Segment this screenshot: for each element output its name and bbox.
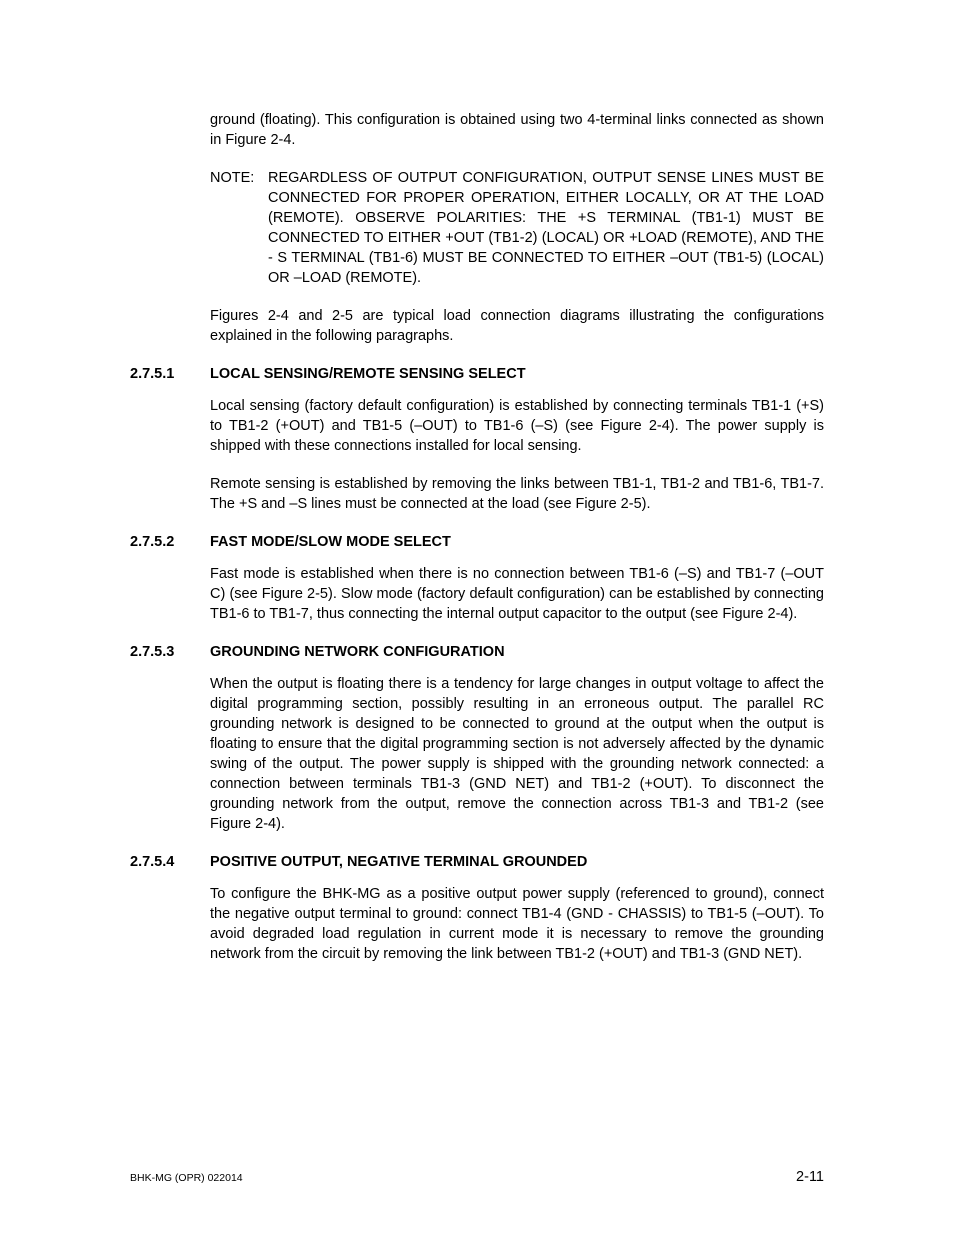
intro-paragraph-1: ground (floating). This configuration is… <box>210 110 824 150</box>
section-title: FAST MODE/SLOW MODE SELECT <box>210 534 824 550</box>
note-label: NOTE: <box>210 168 268 288</box>
section-1-body: Local sensing (factory default configura… <box>210 396 824 514</box>
section-1-paragraph-1: Local sensing (factory default configura… <box>210 396 824 456</box>
section-4-body: To configure the BHK-MG as a positive ou… <box>210 884 824 964</box>
section-heading-1: 2.7.5.1 LOCAL SENSING/REMOTE SENSING SEL… <box>130 366 824 382</box>
document-page: ground (floating). This configuration is… <box>0 0 954 1235</box>
section-1-paragraph-2: Remote sensing is established by removin… <box>210 474 824 514</box>
section-number: 2.7.5.4 <box>130 854 210 870</box>
section-number: 2.7.5.2 <box>130 534 210 550</box>
section-number: 2.7.5.3 <box>130 644 210 660</box>
section-title: POSITIVE OUTPUT, NEGATIVE TERMINAL GROUN… <box>210 854 824 870</box>
footer-doc-id: BHK-MG (OPR) 022014 <box>130 1172 243 1184</box>
note-block: NOTE: REGARDLESS OF OUTPUT CONFIGURATION… <box>210 168 824 288</box>
section-4-paragraph-1: To configure the BHK-MG as a positive ou… <box>210 884 824 964</box>
section-heading-2: 2.7.5.2 FAST MODE/SLOW MODE SELECT <box>130 534 824 550</box>
section-number: 2.7.5.1 <box>130 366 210 382</box>
note-text: REGARDLESS OF OUTPUT CONFIGURATION, OUTP… <box>268 168 824 288</box>
section-title: GROUNDING NETWORK CONFIGURATION <box>210 644 824 660</box>
intro-paragraph-2: Figures 2-4 and 2-5 are typical load con… <box>210 306 824 346</box>
page-footer: BHK-MG (OPR) 022014 2-11 <box>130 1169 824 1185</box>
footer-page-number: 2-11 <box>796 1169 824 1185</box>
section-3-paragraph-1: When the output is floating there is a t… <box>210 674 824 834</box>
section-heading-4: 2.7.5.4 POSITIVE OUTPUT, NEGATIVE TERMIN… <box>130 854 824 870</box>
section-title: LOCAL SENSING/REMOTE SENSING SELECT <box>210 366 824 382</box>
intro-block: ground (floating). This configuration is… <box>210 110 824 346</box>
section-heading-3: 2.7.5.3 GROUNDING NETWORK CONFIGURATION <box>130 644 824 660</box>
section-2-body: Fast mode is established when there is n… <box>210 564 824 624</box>
section-2-paragraph-1: Fast mode is established when there is n… <box>210 564 824 624</box>
section-3-body: When the output is floating there is a t… <box>210 674 824 834</box>
